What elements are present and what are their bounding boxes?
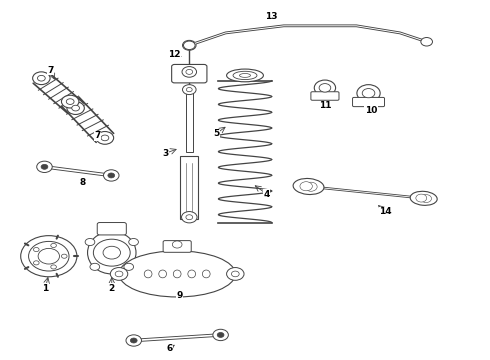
FancyBboxPatch shape: [163, 240, 191, 252]
Text: 1: 1: [42, 284, 49, 293]
Circle shape: [420, 195, 432, 203]
Ellipse shape: [188, 270, 196, 278]
Circle shape: [61, 95, 79, 108]
Bar: [186, 88, 193, 152]
Circle shape: [300, 182, 312, 191]
Circle shape: [126, 335, 142, 346]
Text: 3: 3: [162, 149, 168, 158]
Circle shape: [67, 102, 84, 114]
Text: 8: 8: [79, 178, 86, 187]
Circle shape: [28, 242, 69, 271]
Ellipse shape: [119, 251, 235, 297]
Circle shape: [66, 99, 74, 104]
Circle shape: [416, 194, 427, 202]
Circle shape: [182, 85, 196, 95]
Circle shape: [172, 241, 182, 248]
Circle shape: [186, 87, 192, 92]
Circle shape: [85, 238, 95, 246]
Ellipse shape: [144, 270, 152, 278]
Text: 10: 10: [365, 107, 377, 116]
Circle shape: [319, 84, 331, 92]
Circle shape: [226, 267, 244, 280]
Circle shape: [103, 170, 119, 181]
Ellipse shape: [173, 270, 181, 278]
Circle shape: [103, 246, 121, 259]
Circle shape: [129, 238, 138, 246]
Text: 6: 6: [167, 344, 173, 353]
Text: 7: 7: [94, 131, 100, 140]
Circle shape: [38, 248, 59, 264]
Circle shape: [186, 69, 193, 75]
Ellipse shape: [226, 69, 264, 82]
Circle shape: [130, 338, 137, 343]
Text: 5: 5: [213, 130, 219, 139]
Ellipse shape: [293, 179, 324, 194]
Text: 14: 14: [379, 207, 392, 216]
Circle shape: [72, 105, 79, 111]
Ellipse shape: [240, 73, 250, 77]
Text: 9: 9: [176, 291, 183, 300]
Circle shape: [33, 72, 50, 85]
Ellipse shape: [159, 270, 167, 278]
FancyBboxPatch shape: [311, 92, 339, 100]
Circle shape: [314, 80, 336, 96]
Circle shape: [108, 173, 115, 178]
Circle shape: [21, 236, 77, 277]
Circle shape: [213, 329, 228, 341]
Circle shape: [33, 261, 39, 265]
Circle shape: [186, 43, 192, 48]
Circle shape: [37, 161, 52, 172]
Circle shape: [305, 182, 317, 191]
Circle shape: [33, 248, 39, 252]
Circle shape: [181, 212, 197, 223]
Circle shape: [182, 67, 196, 77]
Text: 11: 11: [318, 101, 331, 110]
Circle shape: [124, 263, 134, 270]
Bar: [180, 156, 198, 219]
Circle shape: [38, 75, 45, 81]
Circle shape: [101, 135, 109, 141]
FancyBboxPatch shape: [172, 64, 207, 83]
FancyBboxPatch shape: [352, 98, 385, 107]
Text: 12: 12: [169, 50, 181, 59]
Circle shape: [217, 333, 224, 337]
Circle shape: [94, 239, 130, 266]
Circle shape: [421, 37, 433, 46]
Text: 4: 4: [264, 190, 270, 199]
Circle shape: [186, 215, 193, 220]
Text: 13: 13: [266, 13, 278, 22]
FancyBboxPatch shape: [97, 222, 126, 235]
Circle shape: [51, 265, 56, 269]
Circle shape: [115, 271, 123, 277]
Text: 2: 2: [109, 284, 115, 293]
Circle shape: [231, 271, 239, 277]
Circle shape: [51, 243, 56, 248]
Circle shape: [90, 263, 99, 270]
Circle shape: [182, 40, 196, 50]
Circle shape: [110, 267, 128, 280]
Text: 7: 7: [47, 66, 53, 75]
Circle shape: [357, 85, 380, 102]
Ellipse shape: [233, 71, 257, 80]
Circle shape: [61, 254, 67, 258]
Circle shape: [41, 165, 48, 169]
Ellipse shape: [202, 270, 210, 278]
Ellipse shape: [88, 231, 136, 274]
Circle shape: [96, 131, 114, 144]
Circle shape: [183, 41, 195, 50]
Ellipse shape: [410, 191, 437, 205]
Circle shape: [362, 89, 375, 98]
